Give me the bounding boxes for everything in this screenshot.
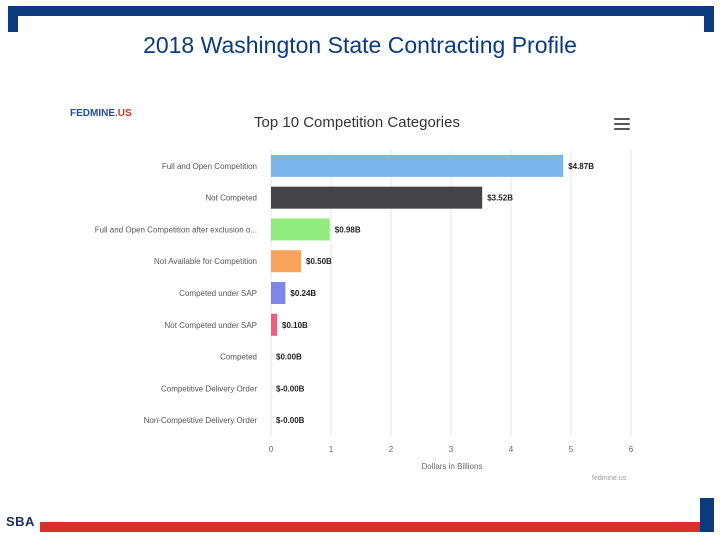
x-tick-label: 1: [329, 445, 334, 454]
x-axis-label: Dollars in Billions: [422, 462, 483, 471]
data-label: $0.24B: [290, 289, 316, 298]
top-left-corner-mark: [8, 6, 18, 32]
data-label: $0.10B: [282, 321, 308, 330]
x-tick-label: 0: [269, 445, 274, 454]
sba-logo: SBA: [6, 514, 35, 529]
data-label: $-0.00B: [276, 384, 305, 393]
bar: [271, 186, 483, 209]
fedmine-logo-name: FEDMINE: [70, 108, 115, 119]
category-label: Full and Open Competition after exclusio…: [95, 225, 257, 234]
bar: [271, 154, 564, 177]
fedmine-logo: FEDMINE.US: [70, 108, 132, 119]
x-tick-label: 2: [389, 445, 394, 454]
data-label: $4.87B: [568, 162, 594, 171]
bottom-red-bar: [40, 522, 700, 532]
bar: [271, 282, 286, 304]
bar: [271, 250, 301, 273]
bottom-right-corner-mark: [700, 498, 714, 532]
category-label: Non-Competitive Delivery Order: [144, 416, 258, 425]
category-label: Not Competed: [205, 194, 257, 203]
chart-credit: fedmine.us: [592, 475, 627, 482]
x-tick-label: 4: [509, 445, 514, 454]
fedmine-logo-suffix: .US: [115, 108, 132, 119]
category-label: Not Competed under SAP: [165, 321, 258, 330]
bar: [271, 218, 330, 241]
slide-title: 2018 Washington State Contracting Profil…: [143, 32, 577, 58]
x-tick-label: 3: [449, 445, 454, 454]
category-label: Full and Open Competition: [162, 162, 257, 171]
top-banner-bar: [8, 6, 714, 16]
chart-title: Top 10 Competition Categories: [254, 114, 460, 131]
data-label: $-0.00B: [276, 416, 305, 425]
x-tick-label: 5: [569, 445, 574, 454]
bar: [271, 313, 277, 336]
data-label: $3.52B: [487, 194, 513, 203]
data-label: $0.98B: [335, 225, 361, 234]
top-right-corner-mark: [704, 6, 714, 32]
category-label: Not Available for Competition: [154, 257, 257, 266]
category-label: Competed: [220, 353, 257, 362]
x-tick-label: 6: [629, 445, 634, 454]
category-label: Competitive Delivery Order: [161, 384, 257, 393]
data-label: $0.00B: [276, 353, 302, 362]
category-label: Competed under SAP: [179, 289, 257, 298]
data-label: $0.50B: [306, 257, 332, 266]
chart-menu-icon[interactable]: [614, 118, 630, 130]
